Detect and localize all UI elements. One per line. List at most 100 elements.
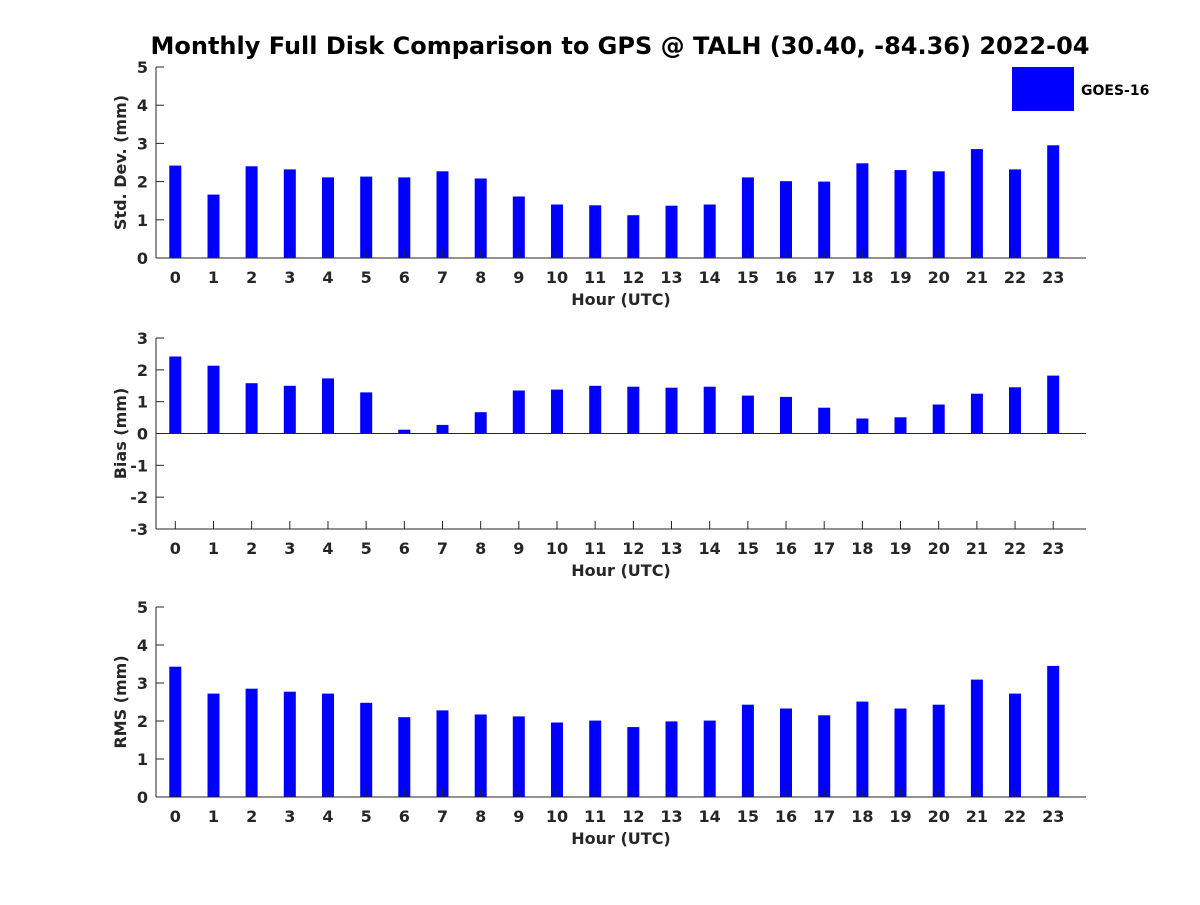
bar	[1009, 387, 1021, 434]
bar	[665, 205, 678, 258]
x-tick-label: 17	[813, 539, 835, 558]
legend-swatch	[1012, 67, 1074, 111]
bar	[970, 393, 983, 434]
bar	[436, 171, 449, 258]
x-tick-label: 18	[851, 539, 873, 558]
x-tick-label: 11	[584, 539, 606, 558]
bar	[207, 194, 220, 258]
bar	[703, 386, 716, 434]
x-tick-label: 23	[1042, 268, 1064, 287]
x-tick-label: 19	[889, 268, 911, 287]
x-tick-label: 20	[928, 539, 950, 558]
bar	[512, 716, 525, 797]
bar	[818, 181, 831, 258]
bar	[322, 378, 334, 434]
x-tick-label: 21	[966, 268, 988, 287]
x-tick-label: 8	[475, 268, 486, 287]
x-tick-label: 6	[399, 807, 410, 826]
x-tick-label: 10	[546, 807, 568, 826]
y-tick-label: 2	[137, 173, 148, 192]
bar	[398, 429, 411, 434]
bar	[360, 392, 373, 434]
bar	[436, 424, 449, 434]
y-axis-label: Bias (mm)	[111, 388, 130, 480]
bar	[551, 204, 563, 258]
x-tick-label: 17	[813, 807, 835, 826]
bar	[1047, 665, 1060, 797]
x-tick-label: 3	[284, 539, 295, 558]
x-tick-label: 8	[475, 539, 486, 558]
bar	[283, 385, 296, 434]
bar	[589, 720, 602, 797]
bar	[665, 387, 678, 434]
x-tick-label: 18	[851, 268, 873, 287]
bar	[856, 701, 869, 797]
bar	[436, 710, 449, 797]
x-tick-label: 15	[737, 539, 759, 558]
x-tick-label: 9	[513, 539, 524, 558]
x-tick-label: 5	[361, 539, 372, 558]
bar	[169, 666, 182, 797]
bar	[245, 688, 258, 797]
y-axis-label: Std. Dev. (mm)	[111, 95, 130, 230]
x-tick-label: 19	[889, 539, 911, 558]
bar	[932, 404, 945, 434]
y-tick-label: 3	[137, 134, 148, 153]
x-tick-label: 2	[246, 807, 257, 826]
bar	[1009, 693, 1021, 797]
bar	[780, 181, 792, 258]
bar	[665, 721, 678, 797]
x-tick-label: 9	[513, 807, 524, 826]
x-tick-label: 17	[813, 268, 835, 287]
bar	[512, 196, 525, 258]
x-tick-label: 6	[399, 539, 410, 558]
x-axis-label: Hour (UTC)	[571, 829, 671, 848]
bar	[932, 704, 945, 797]
x-tick-label: 16	[775, 807, 797, 826]
x-tick-label: 7	[437, 539, 448, 558]
x-tick-label: 22	[1004, 807, 1026, 826]
x-tick-label: 3	[284, 268, 295, 287]
x-tick-label: 10	[546, 539, 568, 558]
bar	[894, 170, 907, 258]
x-tick-label: 19	[889, 807, 911, 826]
bar	[398, 177, 411, 258]
bar	[169, 165, 182, 258]
y-tick-label: 4	[137, 636, 148, 655]
y-tick-label: 5	[137, 58, 148, 77]
bar	[398, 717, 411, 797]
x-tick-label: 21	[966, 539, 988, 558]
x-tick-label: 4	[322, 268, 333, 287]
x-tick-label: 14	[699, 539, 721, 558]
x-tick-label: 5	[361, 807, 372, 826]
bar	[1009, 169, 1021, 258]
bar	[627, 727, 640, 797]
bar	[283, 169, 296, 258]
x-tick-label: 13	[660, 268, 682, 287]
bar	[703, 720, 716, 797]
x-tick-label: 4	[322, 539, 333, 558]
x-tick-label: 13	[660, 539, 682, 558]
x-axis-label: Hour (UTC)	[571, 561, 671, 580]
x-tick-label: 20	[928, 268, 950, 287]
x-tick-label: 15	[737, 807, 759, 826]
bar	[283, 691, 296, 797]
x-tick-label: 18	[851, 807, 873, 826]
x-tick-label: 11	[584, 807, 606, 826]
x-tick-label: 3	[284, 807, 295, 826]
x-tick-label: 0	[170, 268, 181, 287]
x-tick-label: 4	[322, 807, 333, 826]
bar	[245, 166, 258, 258]
y-tick-label: 1	[137, 393, 148, 412]
x-tick-label: 2	[246, 268, 257, 287]
x-tick-label: 16	[775, 539, 797, 558]
bar	[512, 390, 525, 434]
x-tick-label: 12	[622, 807, 644, 826]
x-tick-label: 12	[622, 539, 644, 558]
x-tick-label: 23	[1042, 807, 1064, 826]
x-tick-label: 8	[475, 807, 486, 826]
y-tick-label: 0	[137, 425, 148, 444]
x-tick-label: 15	[737, 268, 759, 287]
